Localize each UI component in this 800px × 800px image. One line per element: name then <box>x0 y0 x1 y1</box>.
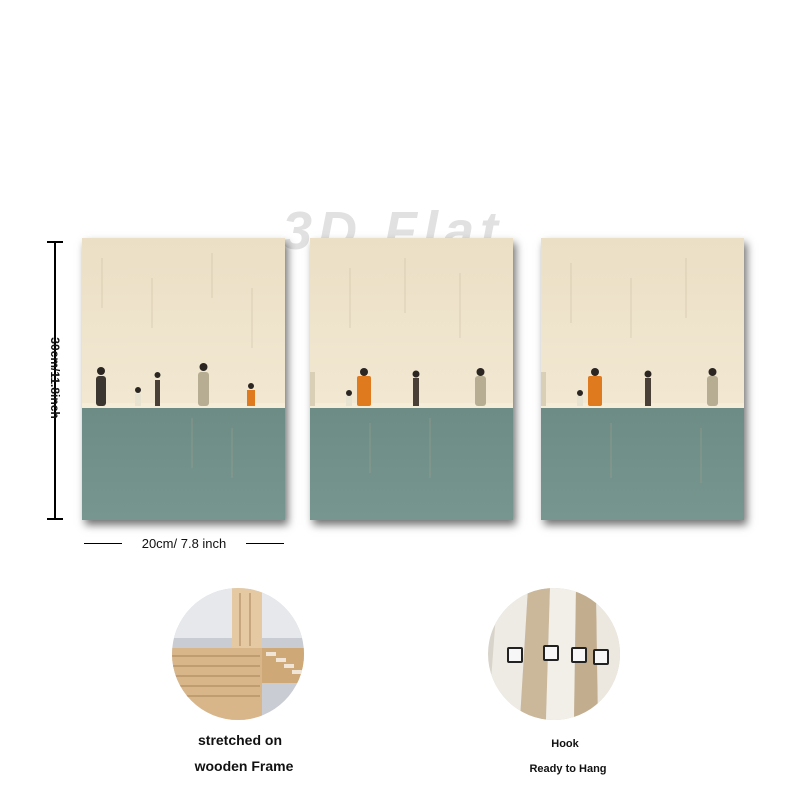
frame-caption-line1: stretched on <box>197 732 283 748</box>
height-dimension-label: 30cm/11.8inch <box>48 337 62 419</box>
width-dimension-label: 20cm/ 7.8 inch <box>141 536 227 551</box>
width-dimension-line-right <box>245 543 284 544</box>
height-dimension-tick-top <box>47 241 63 243</box>
hook-caption-line1: Hook <box>551 738 579 750</box>
canvas-panel-right <box>541 238 744 520</box>
frame-caption-line2: wooden Frame <box>194 758 294 774</box>
wooden-frame-photo <box>172 588 304 720</box>
hook-photo <box>488 588 620 720</box>
width-dimension-line-left <box>84 543 122 544</box>
width-dimension: 20cm/ 7.8 inch <box>84 536 284 551</box>
height-dimension-line <box>54 242 56 519</box>
canvas-panel-center <box>310 238 513 520</box>
hook-caption-line2: Ready to Hang <box>529 763 607 775</box>
height-dimension-tick-bottom <box>47 518 63 520</box>
canvas-panel-left <box>82 238 285 520</box>
